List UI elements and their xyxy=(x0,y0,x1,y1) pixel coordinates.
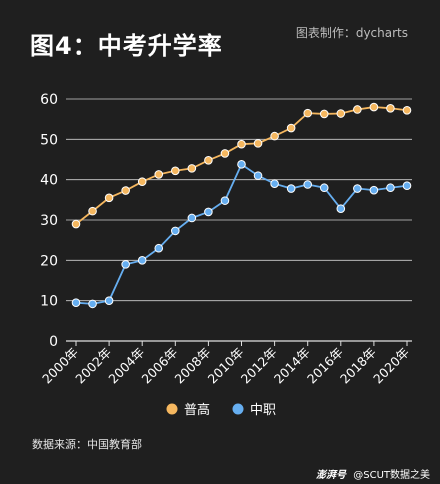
data-point-zhongzhi xyxy=(369,185,379,195)
chart-title: 图4：中考升学率 xyxy=(30,32,223,60)
data-point-putong xyxy=(154,170,164,179)
legend: 普高 中职 xyxy=(166,402,276,418)
x-tick-label: 2014年 xyxy=(271,345,313,387)
y-tick-label: 50 xyxy=(40,132,58,148)
x-tick-label: 2020年 xyxy=(370,345,412,387)
legend-label: 普高 xyxy=(184,402,210,418)
data-point-zhongzhi xyxy=(237,160,246,169)
data-point-putong xyxy=(319,109,329,119)
data-point-putong xyxy=(353,105,362,114)
x-tick-label: 2000年 xyxy=(39,345,81,387)
y-tick-label: 60 xyxy=(40,92,58,108)
data-point-putong xyxy=(303,108,313,118)
grid-lines xyxy=(66,98,412,342)
data-point-zhongzhi xyxy=(286,184,296,193)
x-tick-label: 2012年 xyxy=(238,345,280,387)
legend-marker xyxy=(166,403,178,415)
data-point-zhongzhi xyxy=(270,179,279,188)
x-tick-label: 2018年 xyxy=(337,345,379,387)
y-tick-label: 30 xyxy=(40,213,58,229)
y-tick-label: 10 xyxy=(40,294,58,310)
data-point-zhongzhi xyxy=(121,260,130,269)
data-point-zhongzhi xyxy=(204,207,213,217)
data-point-putong xyxy=(237,139,246,149)
data-point-putong xyxy=(71,219,81,229)
data-point-zhongzhi xyxy=(220,196,230,205)
data-point-putong xyxy=(220,149,230,158)
x-tick-label: 2010年 xyxy=(205,345,247,387)
y-tick-label: 40 xyxy=(40,173,58,189)
series-lines xyxy=(75,106,408,305)
data-point-putong xyxy=(369,102,379,112)
data-point-zhongzhi xyxy=(402,181,412,191)
x-tick-label: 2006年 xyxy=(138,345,180,387)
data-point-putong xyxy=(270,131,279,141)
x-tick-label: 2016年 xyxy=(304,345,346,387)
x-tick-label: 2004年 xyxy=(105,345,147,387)
data-point-zhongzhi xyxy=(137,256,147,265)
data-point-zhongzhi xyxy=(154,243,164,253)
data-point-putong xyxy=(402,105,412,115)
x-axis: 2000年2002年2004年2006年2008年2010年2012年2014年… xyxy=(39,341,412,386)
data-point-putong xyxy=(187,164,197,173)
data-point-zhongzhi xyxy=(336,204,346,214)
data-point-putong xyxy=(121,186,130,195)
data-point-putong xyxy=(386,103,395,113)
x-tick-label: 2008年 xyxy=(172,345,214,387)
data-point-zhongzhi xyxy=(88,299,97,309)
data-point-zhongzhi xyxy=(187,213,197,223)
data-point-putong xyxy=(286,123,296,133)
data-point-putong xyxy=(204,156,213,165)
watermark: 澎湃号 @SCUT数据之美 xyxy=(316,466,430,481)
data-point-putong xyxy=(171,166,180,176)
data-point-zhongzhi xyxy=(319,183,329,193)
data-point-zhongzhi xyxy=(71,298,81,307)
y-tick-label: 20 xyxy=(40,253,58,269)
chart-credit: 图表制作：dycharts xyxy=(295,26,408,40)
data-point-putong xyxy=(104,193,114,203)
data-point-putong xyxy=(88,206,97,216)
data-point-zhongzhi xyxy=(353,184,362,193)
data-point-putong xyxy=(253,139,263,148)
data-point-zhongzhi xyxy=(253,171,263,180)
watermark-logo: 澎湃号 xyxy=(316,470,347,481)
data-point-zhongzhi xyxy=(171,226,180,236)
x-tick-label: 2002年 xyxy=(72,345,114,387)
data-point-zhongzhi xyxy=(303,180,313,189)
legend-label: 中职 xyxy=(250,403,276,418)
data-point-putong xyxy=(137,177,147,186)
data-point-putong xyxy=(336,109,346,118)
y-tick-label: 0 xyxy=(49,334,58,350)
data-point-zhongzhi xyxy=(104,296,114,305)
watermark-text: @SCUT数据之美 xyxy=(353,470,430,481)
legend-marker xyxy=(232,403,244,415)
y-axis-ticks: 0 10 20 30 40 50 60 xyxy=(40,92,58,350)
data-source: 数据来源：中国教育部 xyxy=(32,438,142,451)
series-points xyxy=(71,102,412,309)
data-point-zhongzhi xyxy=(386,183,395,193)
